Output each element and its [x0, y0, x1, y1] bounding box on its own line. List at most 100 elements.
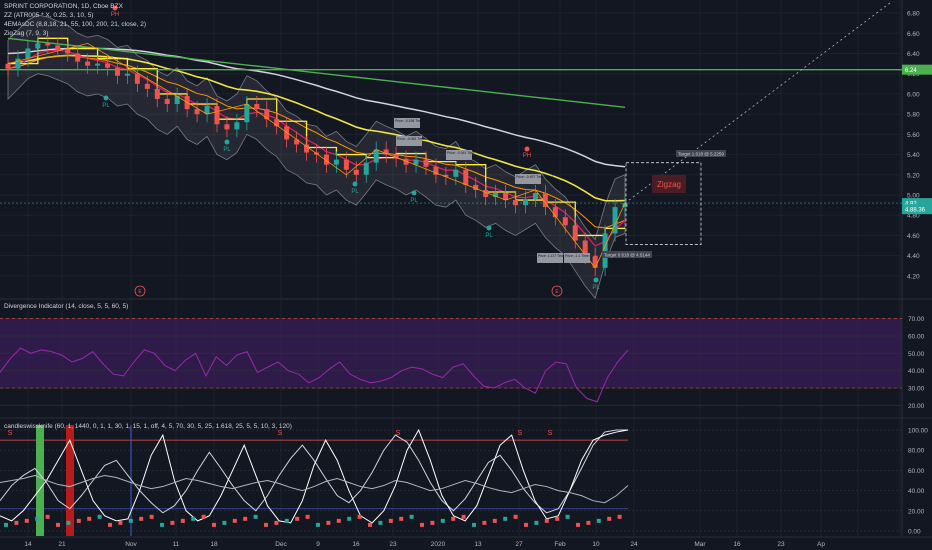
candle-body [254, 104, 260, 110]
swiss-mini-candle [368, 522, 372, 527]
pl-label: PL [102, 103, 110, 109]
div-axis-label: 40.00 [908, 368, 925, 375]
divergence-line [0, 347, 629, 403]
time-axis-label: 21 [58, 541, 66, 548]
candle-body [164, 98, 170, 105]
swiss-mini-candle [576, 522, 580, 527]
ph-label: PH [111, 12, 119, 18]
pl-dot [352, 181, 358, 187]
target-bottom-label: Target 0.618 @ 4.5144 [604, 253, 650, 258]
swiss-mini-candle [128, 518, 133, 523]
swiss-mini-candle [45, 514, 50, 519]
swiss-mini-candle [97, 514, 102, 519]
signal-s-label: S [8, 430, 13, 437]
signal-s-label: S [278, 430, 283, 437]
candle-body [473, 184, 479, 190]
pl-dot [486, 225, 492, 231]
swiss-mini-candle [264, 522, 268, 527]
time-axis-label: Mar [694, 541, 706, 548]
price-axis-label: 6.60 [907, 31, 920, 38]
candle-body [333, 159, 339, 165]
time-axis-label: 23 [777, 541, 785, 548]
swiss-mini-candle [378, 520, 383, 525]
time-axis-label: Feb [554, 541, 566, 548]
candle-body [383, 149, 389, 155]
candle-body [35, 43, 41, 49]
swiss-mini-candle [607, 516, 612, 521]
candle-body [5, 63, 11, 69]
swiss-mini-candle [420, 522, 424, 527]
pl-dot [103, 95, 109, 101]
candle-body [602, 233, 608, 268]
candle-body [45, 43, 51, 46]
swiss-mini-candle [544, 518, 549, 523]
time-axis-label: 16 [352, 541, 360, 548]
pivot-box-text: Price: -0.497 Time: -1.64 [516, 175, 553, 179]
signal-s-label: S [396, 430, 401, 437]
time-axis-label: Ap [817, 541, 825, 548]
event-marker-label: E [138, 289, 142, 295]
swiss-mini-candle [440, 518, 445, 523]
price-axis-label: 6.00 [907, 91, 920, 98]
zigzag-label: Zigzag [657, 180, 681, 189]
swiss-mini-candle [472, 522, 476, 527]
price-axis-label: 4.80 [907, 213, 920, 220]
candle-body [493, 192, 499, 198]
swiss-mini-candle [66, 520, 71, 525]
time-axis-label: Nov [125, 541, 137, 548]
time-axis-label: 9 [316, 541, 320, 548]
candle-body [134, 73, 140, 84]
candle-body [622, 203, 628, 208]
target-top-label: Target 1.618 @ 5.2259 [678, 152, 724, 157]
symbol-title: SPRINT CORPORATION, 1D, Cboe BZX [4, 3, 123, 10]
swiss-line [0, 428, 629, 524]
time-axis-label: 16 [733, 541, 741, 548]
price-axis-label: 4.40 [907, 253, 920, 260]
swiss-mini-candle [222, 520, 227, 525]
swiss-mini-candle [565, 514, 570, 519]
time-axis-label: Dec [275, 541, 287, 548]
signal-s-label: S [548, 430, 553, 437]
candle-body [244, 104, 250, 123]
pivot-box [537, 253, 563, 263]
div-axis-label: 30.00 [908, 386, 925, 393]
price-axis-label: 6.20 [907, 71, 920, 78]
candle-body [264, 109, 270, 120]
div-axis-label: 60.00 [908, 334, 925, 341]
time-axis-label: 14 [24, 541, 32, 548]
swiss-mini-candle [513, 514, 518, 519]
swiss-mini-candle [596, 518, 601, 523]
swiss-mini-candle [524, 522, 528, 527]
swiss-mini-candle [461, 514, 466, 519]
swiss-mini-candle [388, 518, 393, 523]
swiss-mini-candle [118, 520, 123, 525]
candle-body [204, 106, 210, 115]
swiss-mini-candle [347, 516, 352, 521]
candle-body [75, 53, 81, 62]
pivot-box-text: Price: -0.061 Time: -0.405 [447, 151, 486, 155]
projection-line [624, 2, 891, 204]
pivot-box [446, 150, 472, 160]
swiss-mini-candle [108, 522, 112, 527]
swiss-mini-candle [212, 522, 216, 527]
pl-label: PL [223, 147, 231, 153]
candle-body [214, 106, 220, 125]
candle-body [154, 88, 160, 99]
candle-body [403, 158, 409, 165]
pl-label: PL [485, 233, 493, 239]
candle-body [174, 95, 180, 105]
candle-body [463, 169, 469, 185]
indicator-zz-label: ZZ (ATR005 * X, 0.25, 3, 10, 5) [4, 12, 94, 19]
candle-body [114, 67, 120, 76]
swiss-mini-candle [451, 516, 456, 521]
swiss-axis-label: 40.00 [908, 488, 925, 495]
swiss-axis-label: 60.00 [908, 468, 925, 475]
price-axis-label: 4.20 [907, 273, 920, 280]
swiss-line [0, 474, 629, 504]
candle-body [483, 189, 489, 198]
swiss-mini-candle [139, 516, 144, 521]
signal-s-label: S [518, 430, 523, 437]
candle-body [294, 139, 300, 145]
candle-body [85, 61, 91, 66]
